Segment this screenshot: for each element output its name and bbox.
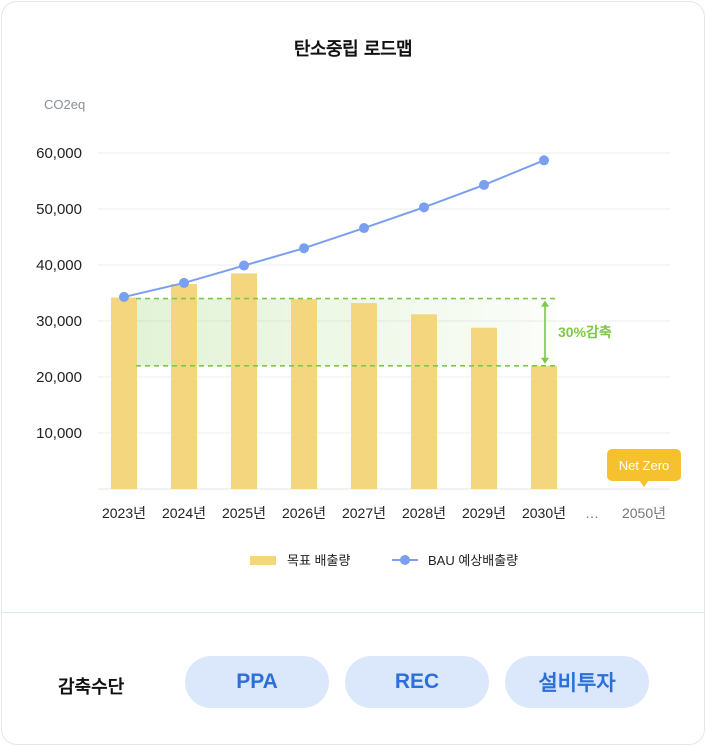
- x-tick-label: 2050년: [622, 505, 666, 521]
- reduction-arrow-head: [541, 300, 549, 307]
- legend-line-marker: [400, 555, 410, 565]
- bau-line: [123, 159, 545, 298]
- chart-title: 탄소중립 로드맵: [293, 39, 413, 60]
- x-tick-label: 2025년: [222, 505, 266, 521]
- facility-investment-button[interactable]: 설비투자: [505, 656, 649, 708]
- y-tick-label: 50,000: [36, 201, 82, 218]
- target-emission-bar: [231, 273, 257, 489]
- y-tick-label: 40,000: [36, 257, 82, 274]
- target-emission-bar: [531, 365, 557, 489]
- reduction-arrow-head: [541, 357, 549, 364]
- bau-point: [419, 202, 429, 213]
- target-emission-bar: [291, 299, 317, 489]
- reduction-methods-section: 감축수단 PPA REC 설비투자: [2, 612, 704, 744]
- ppa-button[interactable]: PPA: [185, 656, 329, 708]
- bau-point: [299, 243, 309, 254]
- x-tick-label: 2023년: [102, 505, 146, 521]
- legend-line-label: BAU 예상배출량: [428, 553, 518, 568]
- x-tick-label: 2026년: [282, 505, 326, 521]
- rec-button[interactable]: REC: [345, 656, 489, 708]
- reduction-label: 30%감축: [558, 324, 612, 340]
- y-tick-label: 60,000: [36, 145, 82, 162]
- x-tick-label: 2028년: [402, 505, 446, 521]
- bau-point: [359, 223, 369, 234]
- target-emission-bar: [111, 297, 137, 489]
- y-tick-label: 30,000: [36, 313, 82, 330]
- y-tick-label: 10,000: [36, 425, 82, 442]
- bau-point: [239, 260, 249, 271]
- target-emission-bar: [351, 303, 377, 489]
- x-tick-label: 2030년: [522, 505, 566, 521]
- roadmap-chart: CO2eq 60,000 50,000 40,000 30,000 20,000 10,00…: [36, 97, 681, 568]
- reduction-methods-label: 감축수단: [58, 677, 125, 698]
- legend-bar-label: 목표 배출량: [287, 553, 350, 568]
- x-tick-label: 2027년: [342, 505, 386, 521]
- y-tick-label: 20,000: [36, 369, 82, 386]
- bau-point: [479, 179, 489, 190]
- x-tick-label: 2024년: [162, 505, 206, 521]
- net-zero-pointer: [639, 480, 649, 487]
- target-emission-bar: [471, 327, 497, 489]
- net-zero-text: Net Zero: [619, 458, 670, 473]
- y-axis-label: CO2eq: [44, 97, 85, 112]
- bau-point: [119, 291, 129, 302]
- target-emission-bar: [171, 284, 197, 489]
- x-tick-label: 2029년: [462, 505, 506, 521]
- bau-point: [539, 155, 549, 166]
- legend-bar-swatch: [250, 556, 276, 565]
- target-emission-bar: [411, 314, 437, 489]
- x-tick-label: …: [585, 505, 599, 521]
- net-zero-badge: [607, 449, 681, 481]
- bau-point: [179, 277, 189, 288]
